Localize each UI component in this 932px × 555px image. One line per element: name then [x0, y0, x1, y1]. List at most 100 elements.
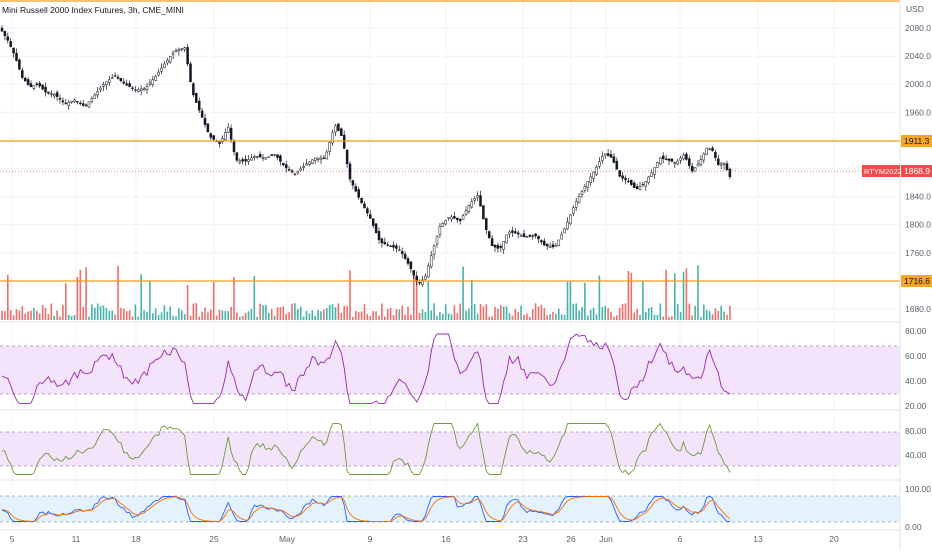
candle-body	[676, 160, 679, 165]
volume-bar	[120, 307, 122, 320]
candle-body	[328, 142, 331, 152]
candle-body	[9, 41, 12, 47]
volume-bar	[497, 308, 499, 320]
candle-body	[52, 94, 56, 97]
candle-body	[166, 59, 169, 64]
candle-body	[131, 87, 134, 89]
candle-body	[241, 159, 244, 162]
volume-bar	[76, 276, 79, 320]
volume-bar	[157, 315, 160, 320]
stoch-rsi-band	[0, 432, 900, 466]
volume-bar	[526, 313, 528, 320]
candle-body	[41, 84, 44, 90]
volume-bar	[392, 315, 395, 320]
candle-body	[456, 217, 459, 221]
candle-body	[406, 258, 410, 264]
stochastic-tick: 100.00	[905, 484, 931, 494]
candle-body	[447, 217, 450, 219]
candle-body	[99, 87, 102, 91]
candle-body	[685, 153, 688, 160]
candle-body	[160, 67, 163, 72]
time-tick: 5	[10, 534, 15, 544]
last-price-tag: 1868.9	[904, 166, 930, 176]
volume-bar	[128, 310, 131, 320]
volume-bar	[241, 315, 244, 320]
candle-body	[122, 81, 126, 84]
volume-bar	[236, 312, 238, 320]
candle-body	[711, 147, 714, 151]
time-tick: 23	[518, 534, 528, 544]
volume-bar	[679, 312, 682, 320]
candle-body	[90, 98, 94, 102]
candle-body	[296, 171, 300, 174]
candle-body	[238, 160, 242, 163]
candle-body	[348, 163, 352, 180]
volume-bar	[181, 310, 183, 320]
volume-bar	[375, 311, 377, 320]
candle-body	[545, 243, 549, 247]
candle-body	[331, 132, 334, 144]
volume-bar	[9, 310, 12, 320]
volume-bar	[268, 312, 270, 320]
candle-body	[386, 244, 389, 246]
volume-bar	[624, 303, 627, 320]
rsi-tick: 40.00	[905, 376, 927, 386]
candle-body	[708, 148, 711, 150]
candle-body	[139, 88, 143, 92]
candle-body	[618, 170, 621, 177]
volume-bar	[230, 306, 232, 320]
candle-body	[163, 63, 166, 69]
candle-body	[299, 168, 302, 171]
volume-bar	[79, 269, 82, 320]
volume-bar	[468, 308, 470, 320]
volume-bar	[94, 307, 96, 320]
volume-bar	[711, 314, 714, 320]
volume-bar	[529, 316, 531, 320]
volume-bar	[195, 303, 198, 320]
volume-bar	[253, 276, 256, 320]
candle-body	[192, 83, 195, 96]
volume-bar	[99, 305, 102, 320]
time-tick: 18	[131, 534, 141, 544]
volume-bar	[520, 305, 522, 320]
volume-bar	[627, 271, 630, 320]
volume-bar	[723, 311, 725, 320]
candle-body	[647, 176, 650, 183]
volume-bar	[494, 306, 496, 320]
volume-bar	[697, 265, 699, 320]
candle-body	[519, 235, 523, 237]
volume-bar	[24, 313, 26, 320]
volume-bar	[558, 308, 560, 320]
candle-body	[650, 172, 653, 177]
candle-body	[224, 132, 227, 140]
candle-body	[64, 102, 68, 105]
candle-body	[667, 158, 671, 161]
candle-body	[186, 47, 189, 65]
price-tick: 1800.0	[905, 220, 931, 230]
candle-body	[369, 214, 372, 219]
candle-body	[168, 56, 172, 63]
volume-bar	[360, 311, 363, 320]
candle-body	[284, 164, 288, 169]
candle-body	[656, 162, 659, 168]
candle-body	[270, 154, 273, 156]
candle-body	[6, 36, 10, 41]
volume-bar	[143, 310, 145, 320]
candle-body	[47, 91, 50, 94]
volume-bar	[36, 310, 38, 320]
candle-body	[273, 154, 276, 156]
candle-body	[612, 156, 616, 163]
volume-bar	[729, 305, 731, 320]
volume-bar	[1, 310, 3, 320]
candle-body	[79, 102, 82, 105]
candle-body	[58, 97, 62, 100]
volume-bar	[671, 316, 673, 320]
time-axis[interactable]: 5 11 18 25 May 9 16 23 26 Jun 6 13 20	[10, 534, 839, 544]
candle-body	[563, 228, 566, 234]
candle-body	[151, 79, 155, 85]
candle-body	[113, 75, 117, 77]
volume-bar	[717, 310, 720, 320]
volume-bar	[488, 316, 490, 320]
